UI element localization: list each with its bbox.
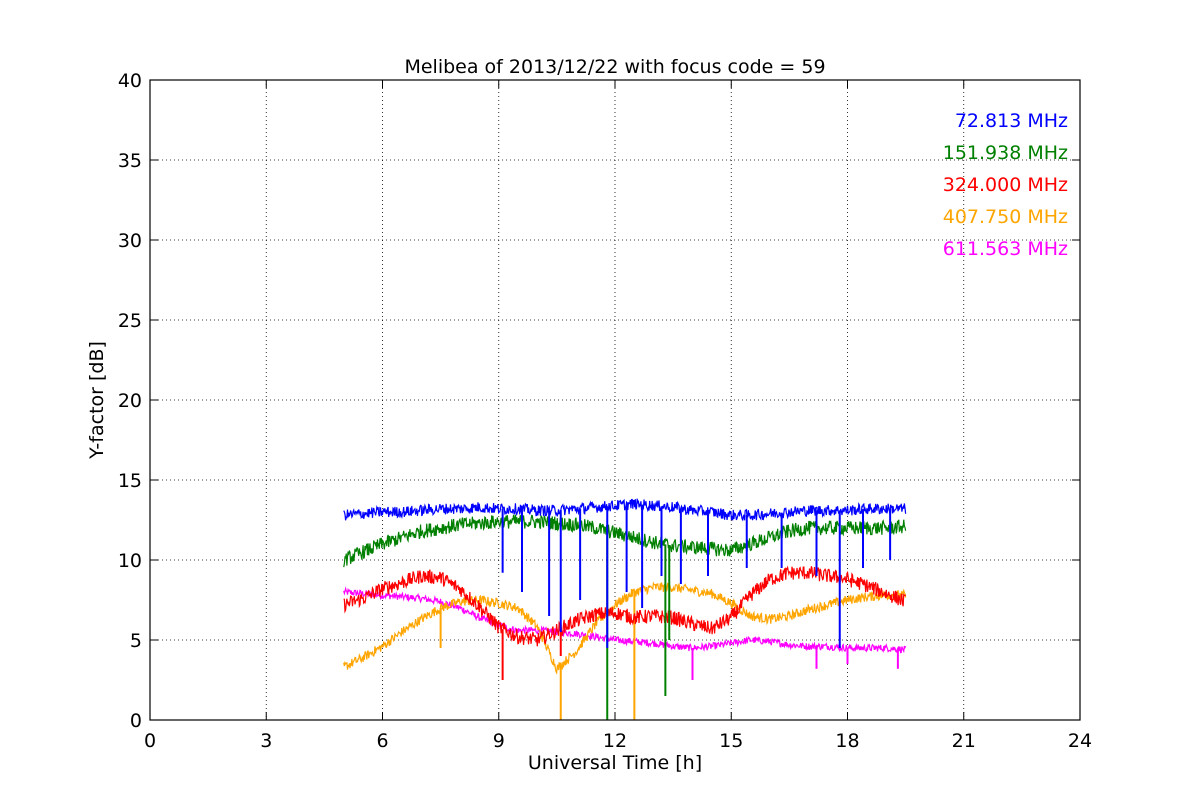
y-tick-label: 25: [118, 310, 142, 332]
x-tick-label: 24: [1068, 730, 1092, 752]
x-tick-label: 0: [144, 730, 156, 752]
x-tick-label: 15: [719, 730, 743, 752]
y-tick-label: 40: [118, 70, 142, 92]
series-line: [343, 586, 907, 654]
chart-title: Melibea of 2013/12/22 with focus code = …: [404, 56, 825, 78]
y-tick-label: 35: [118, 150, 142, 172]
series-line: [343, 565, 907, 647]
x-tick-label: 6: [376, 730, 388, 752]
series-layer: [343, 498, 907, 720]
x-axis-label: Universal Time [h]: [528, 752, 702, 774]
y-tick-label: 15: [118, 470, 142, 492]
series-line: [343, 581, 907, 675]
legend-entry: 72.813 MHz: [955, 110, 1068, 132]
x-tick-label: 18: [835, 730, 859, 752]
y-axis-label: Y-factor [dB]: [86, 341, 108, 460]
y-tick-label: 10: [118, 550, 142, 572]
x-tick-label: 3: [260, 730, 272, 752]
y-tick-label: 30: [118, 230, 142, 252]
series-0: [343, 498, 907, 648]
series-line: [343, 514, 907, 568]
y-tick-label: 20: [118, 390, 142, 412]
series-line: [343, 498, 907, 522]
legend-entry: 151.938 MHz: [943, 142, 1068, 164]
legend-entry: 324.000 MHz: [943, 174, 1068, 196]
legend: 72.813 MHz 151.938 MHz 324.000 MHz 407.750 …: [943, 110, 1068, 260]
legend-entry: 407.750 MHz: [943, 206, 1068, 228]
series-2: [343, 565, 907, 680]
series-3: [343, 581, 907, 720]
series-4: [343, 586, 907, 680]
legend-entry: 611.563 MHz: [943, 238, 1068, 260]
x-tick-label: 21: [952, 730, 976, 752]
tick-layer: 0 3 6 9 12 15 18 21 24 0 5 10 15 20 25 30 35 40: [118, 70, 1092, 752]
x-tick-label: 12: [603, 730, 627, 752]
x-tick-label: 9: [493, 730, 505, 752]
y-tick-label: 5: [130, 630, 142, 652]
y-tick-label: 0: [130, 710, 142, 732]
